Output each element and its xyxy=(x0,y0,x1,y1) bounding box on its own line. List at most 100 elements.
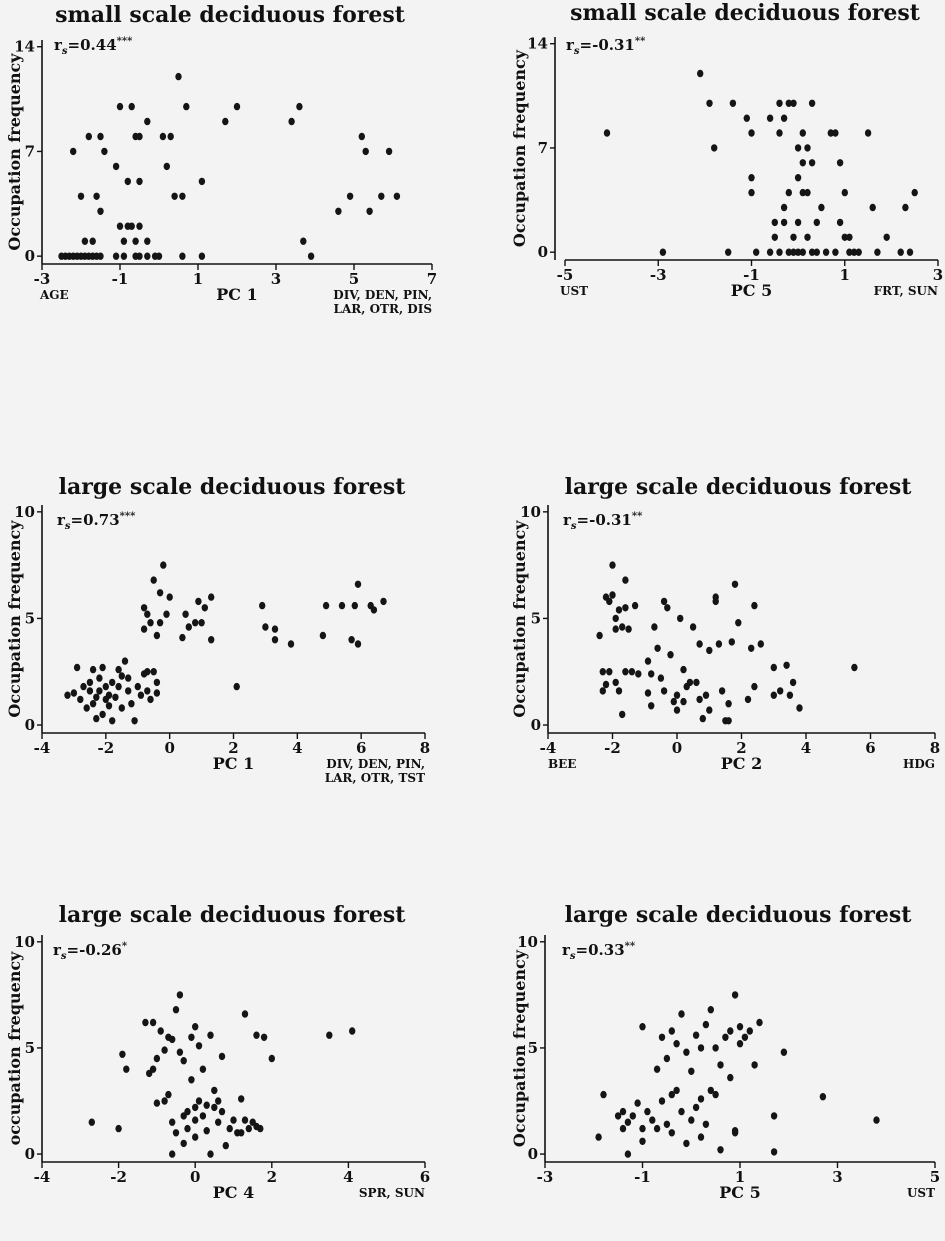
data-point xyxy=(288,117,295,126)
data-point xyxy=(634,1099,641,1107)
data-point xyxy=(644,657,652,665)
x-tick-label: 3 xyxy=(271,270,281,288)
y-tick-label: 10 xyxy=(14,933,35,951)
data-point xyxy=(789,678,797,687)
y-tick-label: 5 xyxy=(528,1039,538,1057)
data-point xyxy=(799,248,806,256)
axis-right-note: SPR, SUN xyxy=(359,1186,425,1200)
y-axis-label: Occupation frequency xyxy=(510,949,529,1147)
data-point xyxy=(715,640,723,648)
data-point xyxy=(70,147,77,156)
x-tick-label: -1 xyxy=(743,266,760,284)
data-point xyxy=(780,114,788,122)
data-point xyxy=(160,561,167,569)
data-point xyxy=(96,687,103,695)
data-point xyxy=(644,1107,651,1116)
data-point xyxy=(614,1112,622,1120)
x-tick-label: -3 xyxy=(34,270,51,288)
data-point xyxy=(112,252,120,260)
y-tick-label: 10 xyxy=(517,933,538,951)
data-point xyxy=(125,674,132,682)
data-point xyxy=(182,610,189,618)
data-point xyxy=(195,1042,203,1050)
data-point xyxy=(808,248,816,256)
data-point xyxy=(153,1099,161,1107)
data-point xyxy=(736,1022,744,1031)
data-point xyxy=(118,704,126,712)
x-tick-label: -3 xyxy=(537,1168,554,1186)
data-point xyxy=(624,1150,632,1158)
data-point xyxy=(128,102,135,111)
axis-left-note: BEE xyxy=(548,757,576,771)
y-axis-label: Occupation frequency xyxy=(510,49,529,247)
data-point xyxy=(93,693,100,701)
data-point xyxy=(639,1124,646,1133)
data-point xyxy=(836,159,844,167)
data-point xyxy=(697,1095,705,1103)
data-point xyxy=(132,237,139,245)
data-point xyxy=(855,248,862,256)
y-tick-label: 0 xyxy=(25,1145,35,1163)
data-point xyxy=(808,159,816,167)
data-point xyxy=(653,1124,661,1133)
scatter-panel-1: small scale deciduous forest 0 7 14 -3 -1 1 3 5 7… xyxy=(5,2,437,316)
y-tick-label: 7 xyxy=(538,139,548,157)
data-point xyxy=(770,1112,778,1120)
x-tick-label: 3 xyxy=(933,266,943,284)
data-point xyxy=(153,678,161,687)
data-point xyxy=(804,233,811,241)
data-point xyxy=(175,72,182,81)
data-point xyxy=(161,1097,168,1105)
data-point xyxy=(771,218,778,227)
data-point xyxy=(697,69,704,78)
x-tick-label: 6 xyxy=(865,739,875,757)
data-point xyxy=(799,129,806,137)
y-tick-label: 5 xyxy=(531,609,541,627)
data-point xyxy=(673,1040,680,1048)
data-point xyxy=(777,687,784,695)
data-point xyxy=(712,1090,719,1099)
data-point xyxy=(615,687,623,695)
data-point xyxy=(612,678,619,687)
x-tick-label: 8 xyxy=(420,739,430,757)
data-point xyxy=(731,580,739,588)
data-point xyxy=(260,1033,268,1042)
data-point xyxy=(144,117,151,126)
data-point xyxy=(338,601,346,610)
data-point xyxy=(153,689,161,697)
data-point xyxy=(185,623,192,631)
data-point xyxy=(81,237,89,245)
y-tick-label: 14 xyxy=(14,38,35,56)
data-point xyxy=(680,665,687,674)
data-point xyxy=(346,192,354,200)
data-point xyxy=(728,638,735,646)
data-point xyxy=(144,687,151,695)
data-point xyxy=(744,695,752,704)
data-point xyxy=(680,697,687,706)
data-point xyxy=(109,717,116,725)
data-point xyxy=(799,159,806,167)
data-point xyxy=(743,114,750,122)
data-point xyxy=(215,1097,222,1105)
data-point xyxy=(89,665,97,674)
data-point xyxy=(846,233,853,241)
data-point xyxy=(657,674,665,682)
data-point xyxy=(692,1031,700,1039)
data-point xyxy=(786,691,794,699)
data-point xyxy=(678,1010,685,1018)
data-point xyxy=(198,619,205,627)
data-point xyxy=(718,687,726,695)
scatter-panel-4: large scale deciduous forest 0 5 10 -4 -2 0 2 4 6… xyxy=(510,474,940,773)
data-point xyxy=(271,625,279,633)
axis-right-note: UST xyxy=(907,1186,935,1200)
data-point xyxy=(156,619,164,627)
data-point xyxy=(88,1118,96,1126)
data-point xyxy=(794,174,802,182)
data-point xyxy=(211,1086,218,1095)
data-point xyxy=(606,668,613,676)
data-point xyxy=(911,188,918,197)
data-point xyxy=(722,1033,729,1042)
data-point xyxy=(697,1133,705,1141)
data-point xyxy=(136,177,143,186)
data-point xyxy=(99,710,106,719)
